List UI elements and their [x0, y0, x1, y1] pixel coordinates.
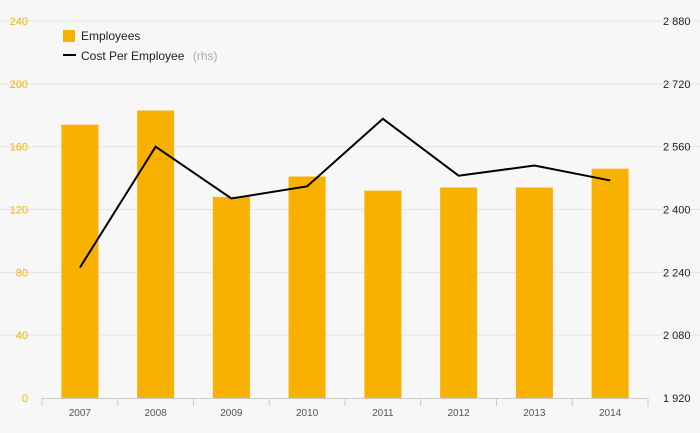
- legend-employees-swatch: [63, 30, 75, 42]
- legend-cost-per-employee-label: Cost Per Employee: [81, 49, 185, 63]
- right-axis-tick-label: 2 720: [663, 79, 691, 91]
- bar-employees-2008: [137, 110, 175, 398]
- left-axis-tick-label: 120: [10, 205, 28, 217]
- left-axis-tick-label: 160: [10, 142, 28, 154]
- right-y-axis: 1 920 2 080 2 240 2 400 2 560 2 720 2 880: [663, 16, 691, 405]
- legend-employees-label: Employees: [81, 29, 140, 43]
- left-axis-tick-label: 80: [16, 267, 28, 279]
- bar-employees-2014: [591, 168, 629, 398]
- left-axis-tick-label: 40: [16, 330, 28, 342]
- legend-cost-per-employee-text: Cost Per Employee (rhs): [81, 47, 218, 64]
- left-axis-tick-label: 0: [22, 393, 28, 405]
- legend: Employees Cost Per Employee (rhs): [63, 29, 218, 64]
- right-axis-tick-label: 1 920: [663, 393, 691, 405]
- line-series-cost-per-employee: [79, 117, 611, 269]
- left-axis-tick-label: 240: [10, 16, 28, 28]
- legend-rhs-note: (rhs): [193, 49, 218, 63]
- x-axis-tick-label: 2011: [372, 408, 394, 419]
- bar-employees-2007: [61, 124, 99, 399]
- right-axis-tick-label: 2 080: [663, 330, 691, 342]
- left-y-axis: 0 40 80 120 160 200 240: [10, 16, 28, 405]
- bar-employees-2009: [212, 196, 250, 398]
- right-axis-tick-label: 2 560: [663, 142, 691, 154]
- left-axis-tick-label: 200: [10, 79, 28, 91]
- line-cost-per-employee: [79, 117, 611, 269]
- bar-series-employees: [61, 110, 629, 399]
- right-axis-tick-label: 2 240: [663, 267, 691, 279]
- right-axis-tick-label: 2 880: [663, 16, 691, 28]
- bar-employees-2013: [515, 187, 553, 398]
- bar-employees-2011: [364, 190, 402, 398]
- x-axis-tick-label: 2008: [145, 408, 168, 419]
- x-axis-tick-label: 2009: [220, 408, 243, 419]
- x-axis-tick-label: 2014: [599, 408, 622, 419]
- x-axis-tick-label: 2012: [448, 408, 471, 419]
- bar-employees-2012: [440, 187, 478, 398]
- x-axis-tick-label: 2013: [523, 408, 546, 419]
- x-axis: 2007 2008 2009 2010 2011 2012 2013 2014: [41, 398, 649, 419]
- bar-employees-2010: [288, 176, 326, 398]
- right-axis-tick-label: 2 400: [663, 205, 691, 217]
- x-axis-tick-label: 2010: [296, 408, 319, 419]
- x-axis-tick-label: 2007: [69, 408, 92, 419]
